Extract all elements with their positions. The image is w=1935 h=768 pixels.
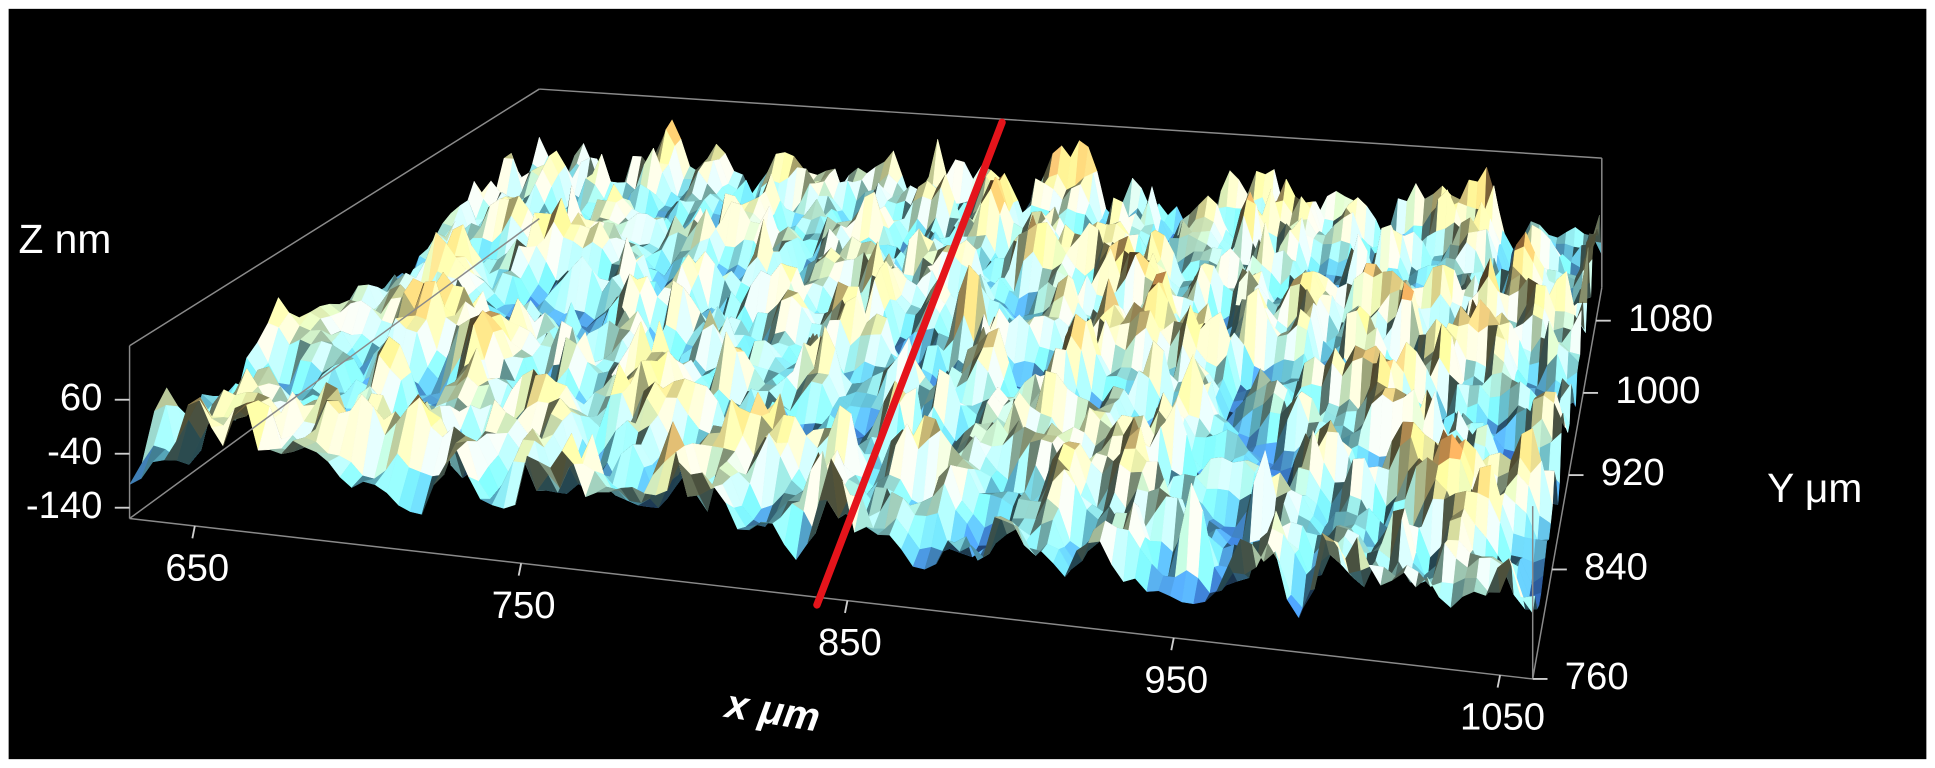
surface-facet	[1511, 534, 1524, 558]
surface-facet	[1528, 362, 1540, 387]
chart: 650750850950105076084092010001080-140-40…	[0, 0, 1935, 768]
